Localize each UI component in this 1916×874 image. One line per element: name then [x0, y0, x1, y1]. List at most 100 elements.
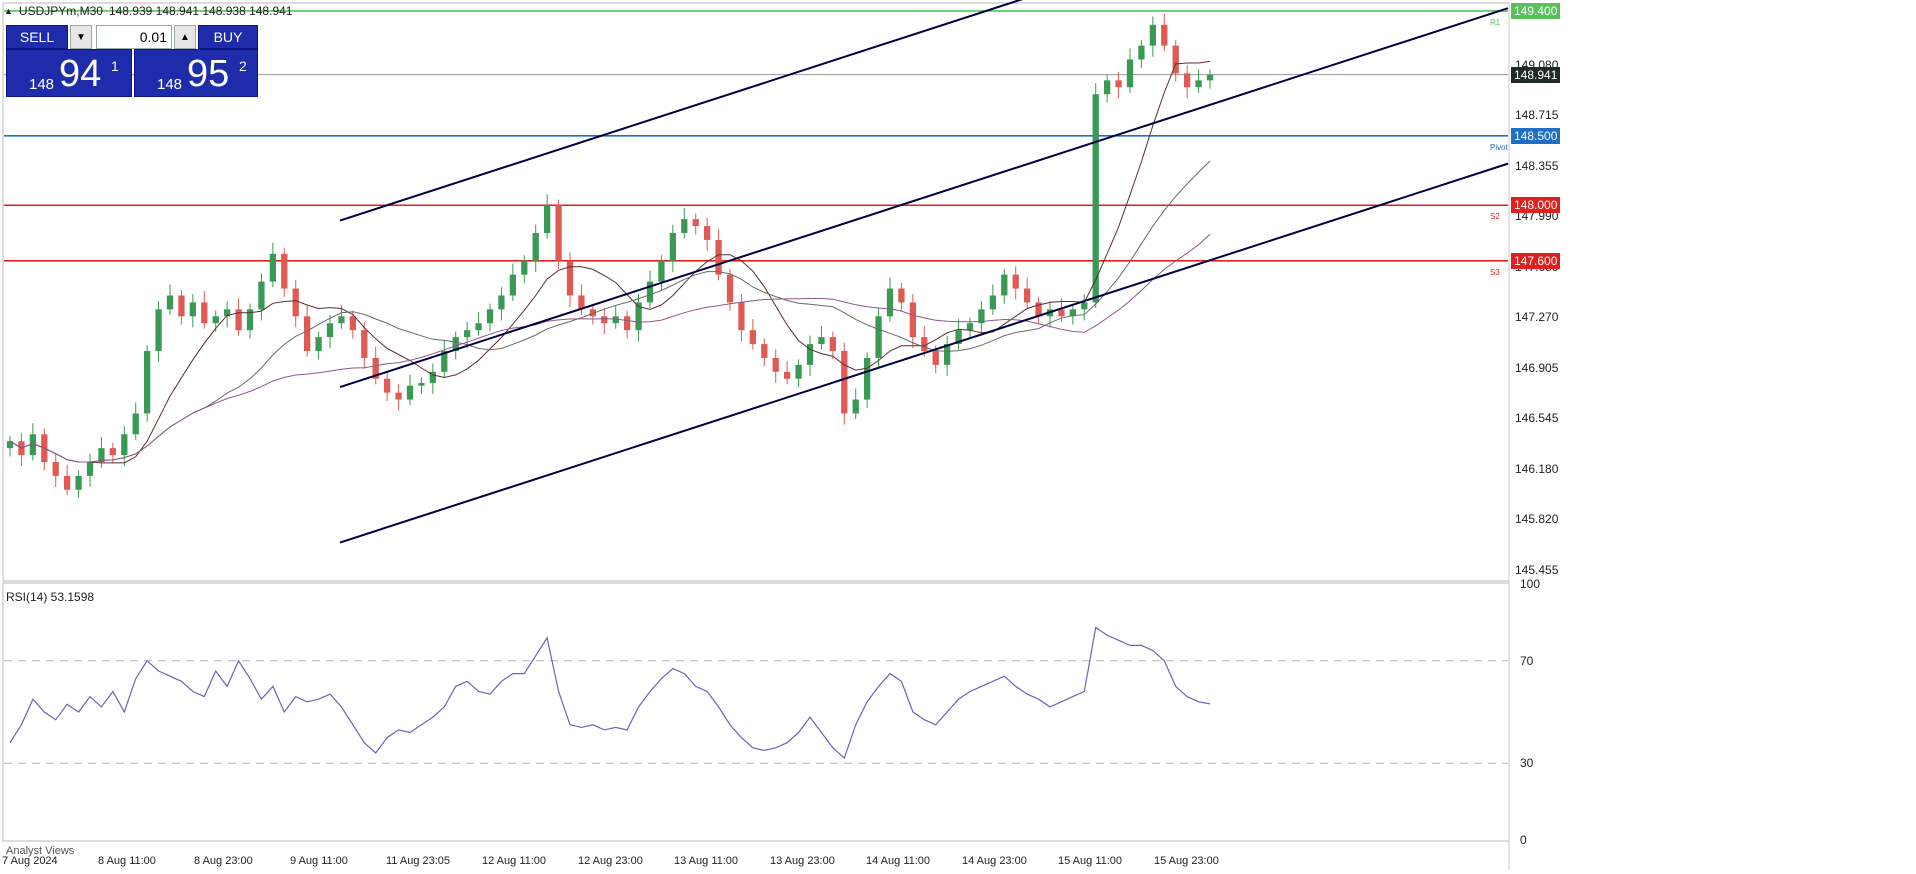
candle-body	[224, 309, 231, 317]
sell-button[interactable]: SELL	[6, 25, 68, 49]
candle-body	[486, 309, 494, 324]
x-axis-tick-label: 14 Aug 23:00	[962, 855, 1027, 867]
triangle-icon[interactable]: ▲	[4, 6, 13, 16]
candle-body	[1069, 309, 1076, 317]
candle-body	[201, 302, 208, 324]
candle-body	[144, 350, 151, 414]
candle-body	[921, 337, 928, 351]
x-axis-tick-label: 8 Aug 11:00	[98, 855, 156, 867]
x-axis-tick-label: 12 Aug 11:00	[482, 855, 547, 867]
candle-body	[75, 475, 82, 490]
x-axis-tick-label: 12 Aug 23:00	[578, 855, 643, 867]
candle-body	[898, 288, 905, 303]
candle-body	[52, 462, 59, 476]
sell-price-small: 148	[29, 76, 55, 93]
candle-body	[384, 378, 391, 393]
rsi-axis-tick-label: 0	[1520, 833, 1527, 847]
analyst-views-tab[interactable]: Analyst Views	[6, 845, 75, 857]
buy-price-button[interactable]: 148 95 2	[134, 49, 258, 97]
lot-size-input[interactable]: 0.01	[96, 25, 172, 49]
buy-price-sup: 2	[239, 58, 247, 74]
pivot-level-name: S3	[1490, 267, 1500, 277]
candle-body	[1115, 80, 1122, 88]
chart-header: ▲ USDJPYm,M30 148.939 148.941 148.938 14…	[4, 4, 292, 18]
x-axis-tick-label: 8 Aug 23:00	[194, 855, 253, 867]
candle-body	[738, 302, 745, 331]
candle-body	[498, 295, 505, 310]
y-axis-tick-label: 146.905	[1515, 360, 1559, 375]
candle-body	[349, 316, 356, 331]
lot-decrease-button[interactable]: ▼	[70, 25, 92, 49]
rsi-line	[9, 626, 1211, 760]
candle-body	[601, 316, 608, 324]
buy-button[interactable]: BUY	[198, 25, 258, 49]
candle-body	[1172, 45, 1179, 74]
sell-price-button[interactable]: 148 94 1	[6, 49, 132, 97]
candle-body	[1206, 74, 1214, 81]
candle-body	[669, 233, 676, 261]
y-axis-tick-label: 147.270	[1515, 310, 1559, 325]
sell-price-big: 94	[59, 53, 102, 95]
sell-price-sup: 1	[111, 58, 119, 74]
one-click-trading-panel: SELL ▼ 0.01 ▲ BUY 148 94 1 148 95 2	[6, 25, 258, 97]
candle-body	[64, 475, 71, 490]
x-axis-tick-label: 11 Aug 23:05	[386, 855, 451, 867]
current-price-tag: 148.941	[1511, 66, 1561, 83]
candle-body	[281, 253, 288, 289]
x-axis-tick-label: 14 Aug 11:00	[866, 855, 931, 867]
candle-body	[235, 309, 242, 331]
candle-body	[258, 281, 265, 310]
candle-body	[784, 371, 791, 379]
pivot-level-price-tag: 147.600	[1511, 252, 1561, 269]
candle-body	[521, 260, 528, 275]
candle-body	[978, 309, 985, 324]
candle-body	[29, 434, 36, 456]
trend-channel-line	[339, 0, 1023, 222]
candle-body	[1001, 274, 1008, 296]
candle-body	[1104, 80, 1111, 95]
candle-body	[1184, 73, 1191, 88]
candle-body	[452, 337, 459, 351]
candle-body	[989, 295, 996, 310]
candle-body	[692, 219, 699, 227]
candle-body	[761, 344, 768, 358]
lot-increase-button[interactable]: ▲	[174, 25, 196, 49]
candle-body	[429, 371, 436, 383]
candle-body	[909, 302, 916, 338]
rsi-axis-tick-label: 70	[1520, 653, 1534, 668]
candle-body	[395, 392, 402, 400]
candle-body	[418, 382, 425, 386]
candle-body	[178, 295, 185, 317]
moving-average-line	[9, 233, 1211, 463]
candle-body	[795, 364, 802, 379]
y-axis-tick-label: 146.545	[1515, 411, 1559, 426]
candle-body	[555, 205, 562, 261]
candle-body	[749, 330, 756, 345]
candle-body	[818, 337, 825, 345]
candle-body	[806, 344, 814, 365]
candle-body	[246, 309, 254, 331]
candle-body	[121, 434, 128, 456]
x-axis-tick-label: 15 Aug 23:00	[1154, 855, 1219, 867]
candle-body	[1012, 274, 1019, 289]
candle-body	[932, 350, 939, 365]
chevron-down-icon: ▼	[76, 31, 86, 43]
candle-body	[475, 323, 482, 331]
candle-body	[681, 219, 688, 234]
candle-body	[544, 205, 551, 234]
moving-average-line	[9, 60, 1211, 464]
candle-body	[326, 323, 334, 338]
candle-body	[578, 295, 585, 310]
candle-body	[566, 260, 574, 296]
candle-body	[1149, 24, 1156, 46]
candle-body	[875, 316, 882, 358]
buy-price-big: 95	[187, 53, 230, 95]
candle-body	[1195, 80, 1202, 88]
rsi-axis-tick-label: 100	[1520, 577, 1541, 591]
candle-body	[704, 226, 711, 240]
candle-body	[155, 309, 162, 351]
candle-body	[829, 337, 836, 351]
candle-body	[132, 413, 139, 435]
candle-body	[852, 399, 859, 414]
